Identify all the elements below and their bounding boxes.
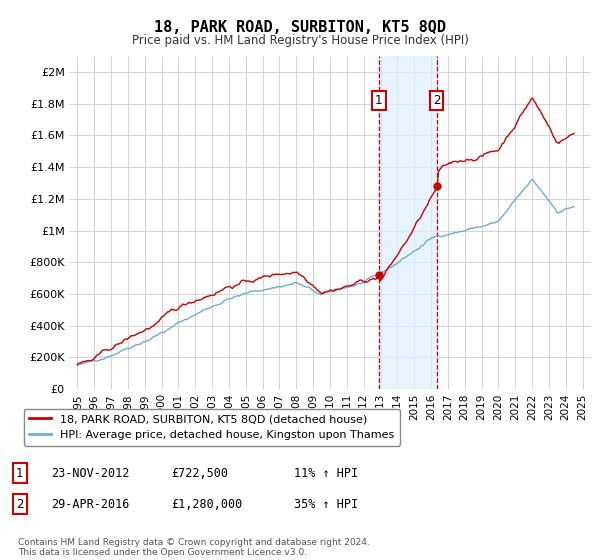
Text: 35% ↑ HPI: 35% ↑ HPI [294,497,358,511]
Text: 2: 2 [433,94,440,107]
Text: 1: 1 [375,94,383,107]
Text: 11% ↑ HPI: 11% ↑ HPI [294,466,358,480]
Text: 1: 1 [16,466,23,480]
Text: £1,280,000: £1,280,000 [171,497,242,511]
Text: 29-APR-2016: 29-APR-2016 [51,497,130,511]
Legend: 18, PARK ROAD, SURBITON, KT5 8QD (detached house), HPI: Average price, detached : 18, PARK ROAD, SURBITON, KT5 8QD (detach… [23,409,400,446]
Text: 2: 2 [16,497,23,511]
Text: Contains HM Land Registry data © Crown copyright and database right 2024.
This d: Contains HM Land Registry data © Crown c… [18,538,370,557]
Text: 18, PARK ROAD, SURBITON, KT5 8QD: 18, PARK ROAD, SURBITON, KT5 8QD [154,20,446,35]
Text: 23-NOV-2012: 23-NOV-2012 [51,466,130,480]
Bar [379,56,437,389]
Text: Price paid vs. HM Land Registry's House Price Index (HPI): Price paid vs. HM Land Registry's House … [131,34,469,46]
Text: £722,500: £722,500 [171,466,228,480]
